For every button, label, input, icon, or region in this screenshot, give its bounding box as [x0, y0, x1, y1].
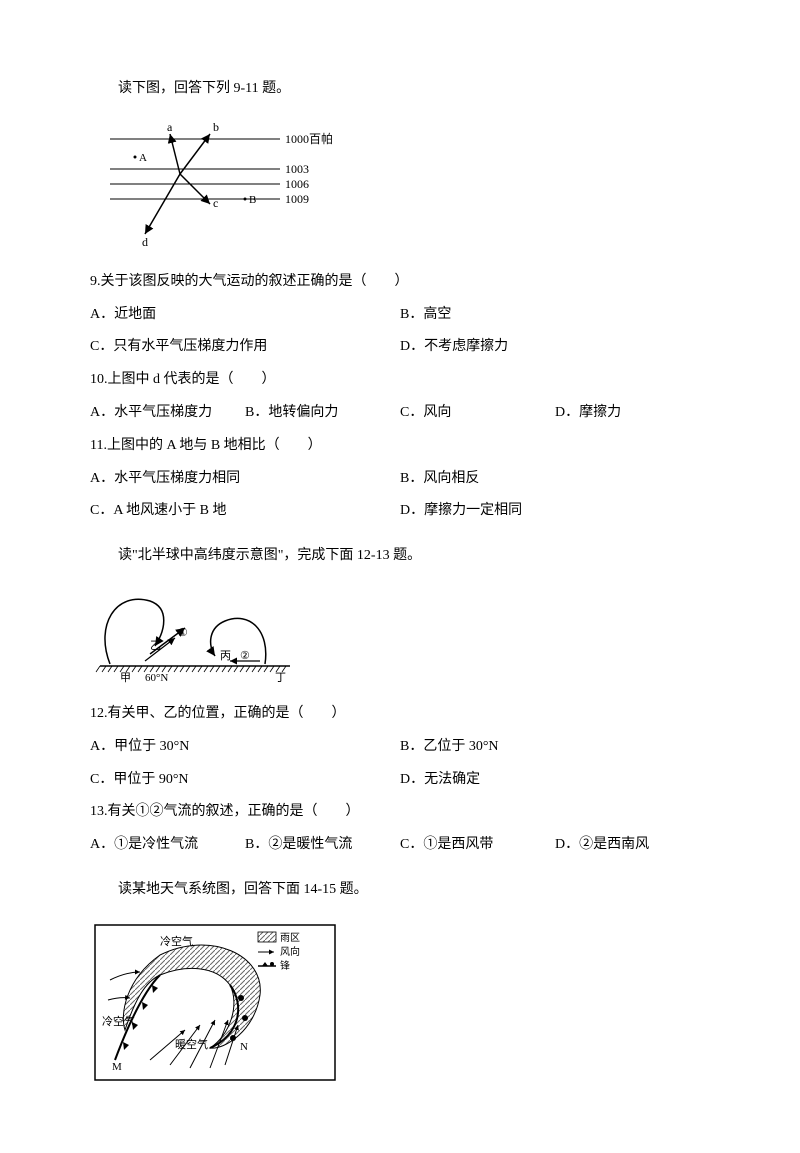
svg-text:①: ①	[178, 627, 188, 639]
svg-text:雨区: 雨区	[280, 932, 300, 944]
svg-text:冷空气: 冷空气	[160, 934, 193, 948]
svg-text:冷空气: 冷空气	[102, 1014, 135, 1028]
svg-text:1000百帕: 1000百帕	[285, 131, 333, 146]
q11-stem: 11.上图中的 A 地与 B 地相比（ ）	[90, 431, 710, 462]
q12-opt-a: A．甲位于 30°N	[90, 732, 400, 763]
svg-text:60°N: 60°N	[145, 672, 168, 684]
q12-opt-b: B．乙位于 30°N	[400, 732, 710, 763]
intro-text-1: 读下图，回答下列 9-11 题。	[90, 74, 710, 105]
q13-opt-a: A．①是冷性气流	[90, 830, 245, 861]
figure-3: 雨区风向锋冷空气冷空气暖空气MN	[90, 920, 710, 1085]
svg-text:d: d	[142, 235, 148, 249]
q10-stem: 10.上图中 d 代表的是（ ）	[90, 365, 710, 396]
svg-text:A: A	[139, 152, 147, 164]
q9-opt-d: D．不考虑摩擦力	[400, 332, 710, 363]
svg-text:②: ②	[240, 650, 250, 662]
q12-stem: 12.有关甲、乙的位置，正确的是（ ）	[90, 699, 710, 730]
svg-text:风向: 风向	[280, 945, 300, 958]
q10-opt-d: D．摩擦力	[555, 398, 710, 429]
q12-opt-d: D．无法确定	[400, 765, 710, 796]
q13-opt-c: C．①是西风带	[400, 830, 555, 861]
svg-text:b: b	[213, 120, 219, 134]
q13-opt-d: D．②是西南风	[555, 830, 710, 861]
figure-1: 1000百帕 100310061009 a b c d A B	[90, 119, 710, 259]
svg-text:乙: 乙	[150, 639, 161, 652]
svg-text:B: B	[249, 194, 256, 206]
q13-stem: 13.有关①②气流的叙述，正确的是（ ）	[90, 797, 710, 828]
q11-opt-c: C．A 地风速小于 B 地	[90, 496, 400, 527]
q9-opt-a: A．近地面	[90, 300, 400, 331]
svg-text:1003: 1003	[285, 162, 309, 176]
q9-opt-b: B．高空	[400, 300, 710, 331]
svg-text:甲: 甲	[120, 672, 131, 684]
svg-text:a: a	[167, 120, 173, 134]
q11-opt-d: D．摩擦力一定相同	[400, 496, 710, 527]
svg-text:c: c	[213, 196, 218, 210]
intro-text-2: 读"北半球中高纬度示意图"，完成下面 12-13 题。	[90, 541, 710, 572]
q12-opt-c: C．甲位于 90°N	[90, 765, 400, 796]
svg-text:1006: 1006	[285, 177, 309, 191]
svg-text:锋: 锋	[280, 959, 290, 972]
q11-opt-b: B．风向相反	[400, 464, 710, 495]
figure-2: 甲 60°N 丁 乙丙 ① ②	[90, 586, 710, 691]
svg-text:暖空气: 暖空气	[175, 1037, 208, 1051]
q9-opt-c: C．只有水平气压梯度力作用	[90, 332, 400, 363]
q13-opt-b: B．②是暖性气流	[245, 830, 400, 861]
svg-text:丁: 丁	[275, 672, 286, 684]
q10-opt-a: A．水平气压梯度力	[90, 398, 245, 429]
q9-stem: 9.关于该图反映的大气运动的叙述正确的是（ ）	[90, 267, 710, 298]
svg-text:丙: 丙	[220, 650, 231, 662]
q11-opt-a: A．水平气压梯度力相同	[90, 464, 400, 495]
svg-text:N: N	[240, 1041, 248, 1053]
q10-opt-c: C．风向	[400, 398, 555, 429]
intro-text-3: 读某地天气系统图，回答下面 14-15 题。	[90, 875, 710, 906]
svg-text:1009: 1009	[285, 192, 309, 206]
q10-opt-b: B．地转偏向力	[245, 398, 400, 429]
svg-text:M: M	[112, 1061, 122, 1073]
